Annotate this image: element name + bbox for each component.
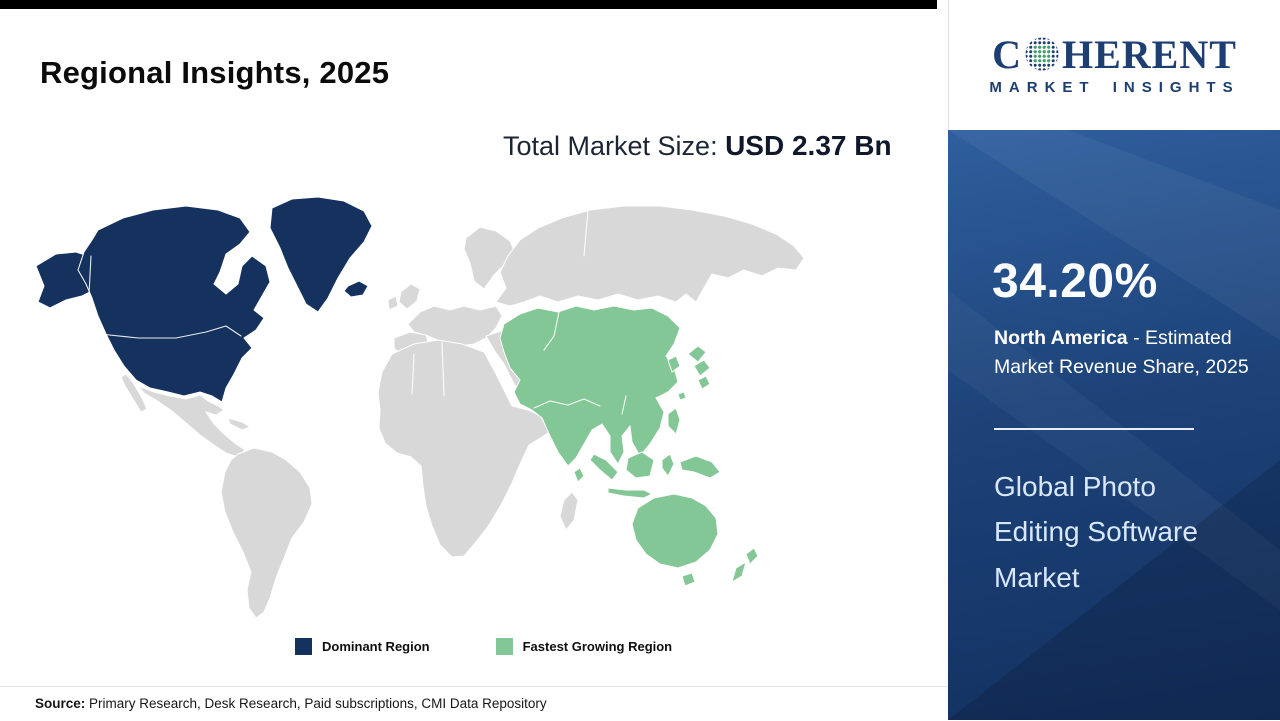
map-region-north-america-group [35,196,373,403]
top-accent-bar [0,0,937,9]
fastest-growing-region-label: Fastest Growing Region [522,639,673,654]
map-region-asia-pacific [499,305,759,587]
globe-icon [1025,37,1059,70]
brand-logo: C HERENT MARKET INSIGHTS [948,0,1280,130]
world-map [35,196,805,619]
map-area [28,196,820,628]
map-landmass-south-america [220,447,313,619]
report-market-name: Global Photo Editing Software Market [994,471,1198,593]
fastest-growing-region-swatch [495,638,513,655]
map-landmass-russia [495,205,805,307]
map-region-iceland [343,280,369,298]
brand-subtitle: MARKET INSIGHTS [989,78,1240,96]
map-region-japan-south [697,375,711,390]
legend-item-fastest: Fastest Growing Region [495,638,673,655]
total-market-size: Total Market Size: USD 2.37 Bn [503,126,901,167]
footer: Source: Primary Research, Desk Research,… [0,686,948,721]
map-region-sulawesi [661,453,675,477]
map-landmass-uk [398,283,421,310]
legend-item-dominant: Dominant Region [295,638,430,655]
map-landmass-baja [120,373,148,413]
total-market-size-value: USD 2.37 Bn [725,130,892,161]
map-landmass-cuba [227,417,252,431]
source-text: Primary Research, Desk Research, Paid su… [85,696,547,711]
map-region-taiwan [677,391,687,401]
map-region-new-guinea [679,455,721,479]
map-region-new-zealand-south [731,560,747,584]
map-region-philippines [667,407,681,435]
market-share-region: North America [994,327,1128,349]
map-region-java [607,487,654,499]
source-line: Source: Primary Research, Desk Research,… [35,696,948,711]
panel-background-decoration [948,130,1280,720]
market-share-description: North America - Estimated Market Revenue… [994,324,1264,383]
total-market-size-label: Total Market Size: [503,131,726,161]
map-landmass-madagascar [559,491,579,531]
map-region-korea [667,355,681,373]
map-region-asia-mainland [499,305,681,467]
map-region-australia [631,493,719,569]
map-landmass-scandinavia [463,226,517,290]
map-region-canada-usa [77,205,271,403]
map-region-japan-central [693,359,711,377]
map-region-japan-north [687,345,707,363]
map-landmass-africa [377,339,558,558]
map-region-sumatra [589,453,619,481]
brand-wordmark: C HERENT [992,31,1237,77]
main-content: Regional Insights, 2025 Total Market Siz… [0,0,948,721]
page-title: Regional Insights, 2025 [40,54,390,90]
brand-wordmark-rest: HERENT [1061,31,1237,77]
brand-wordmark-c: C [992,31,1022,77]
map-country-borders [88,209,627,415]
stats-panel: 34.20% North America - Estimated Market … [948,130,1280,720]
map-region-new-zealand-north [745,547,759,565]
map-landmass-europe [407,305,503,347]
market-share-desc-text: - Estimated Market Revenue Share, 2025 [994,327,1249,379]
map-landmass-ireland [387,295,399,311]
right-sidebar: C HERENT MARKET INSIGHTS [948,0,1280,720]
map-region-borneo [625,451,655,479]
panel-divider [994,428,1194,430]
source-label: Source: [35,696,86,711]
dominant-region-label: Dominant Region [322,639,430,654]
map-region-tasmania [681,572,696,587]
map-legend: Dominant Region Fastest Growing Region [295,638,672,655]
map-landmass-mexico-central-america [137,385,246,458]
stats-panel-content: 34.20% North America - Estimated Market … [948,130,1280,720]
dominant-region-swatch [295,638,312,655]
map-region-sri-lanka [573,467,585,483]
map-region-greenland [269,196,373,313]
market-share-value: 34.20% [992,255,1158,308]
